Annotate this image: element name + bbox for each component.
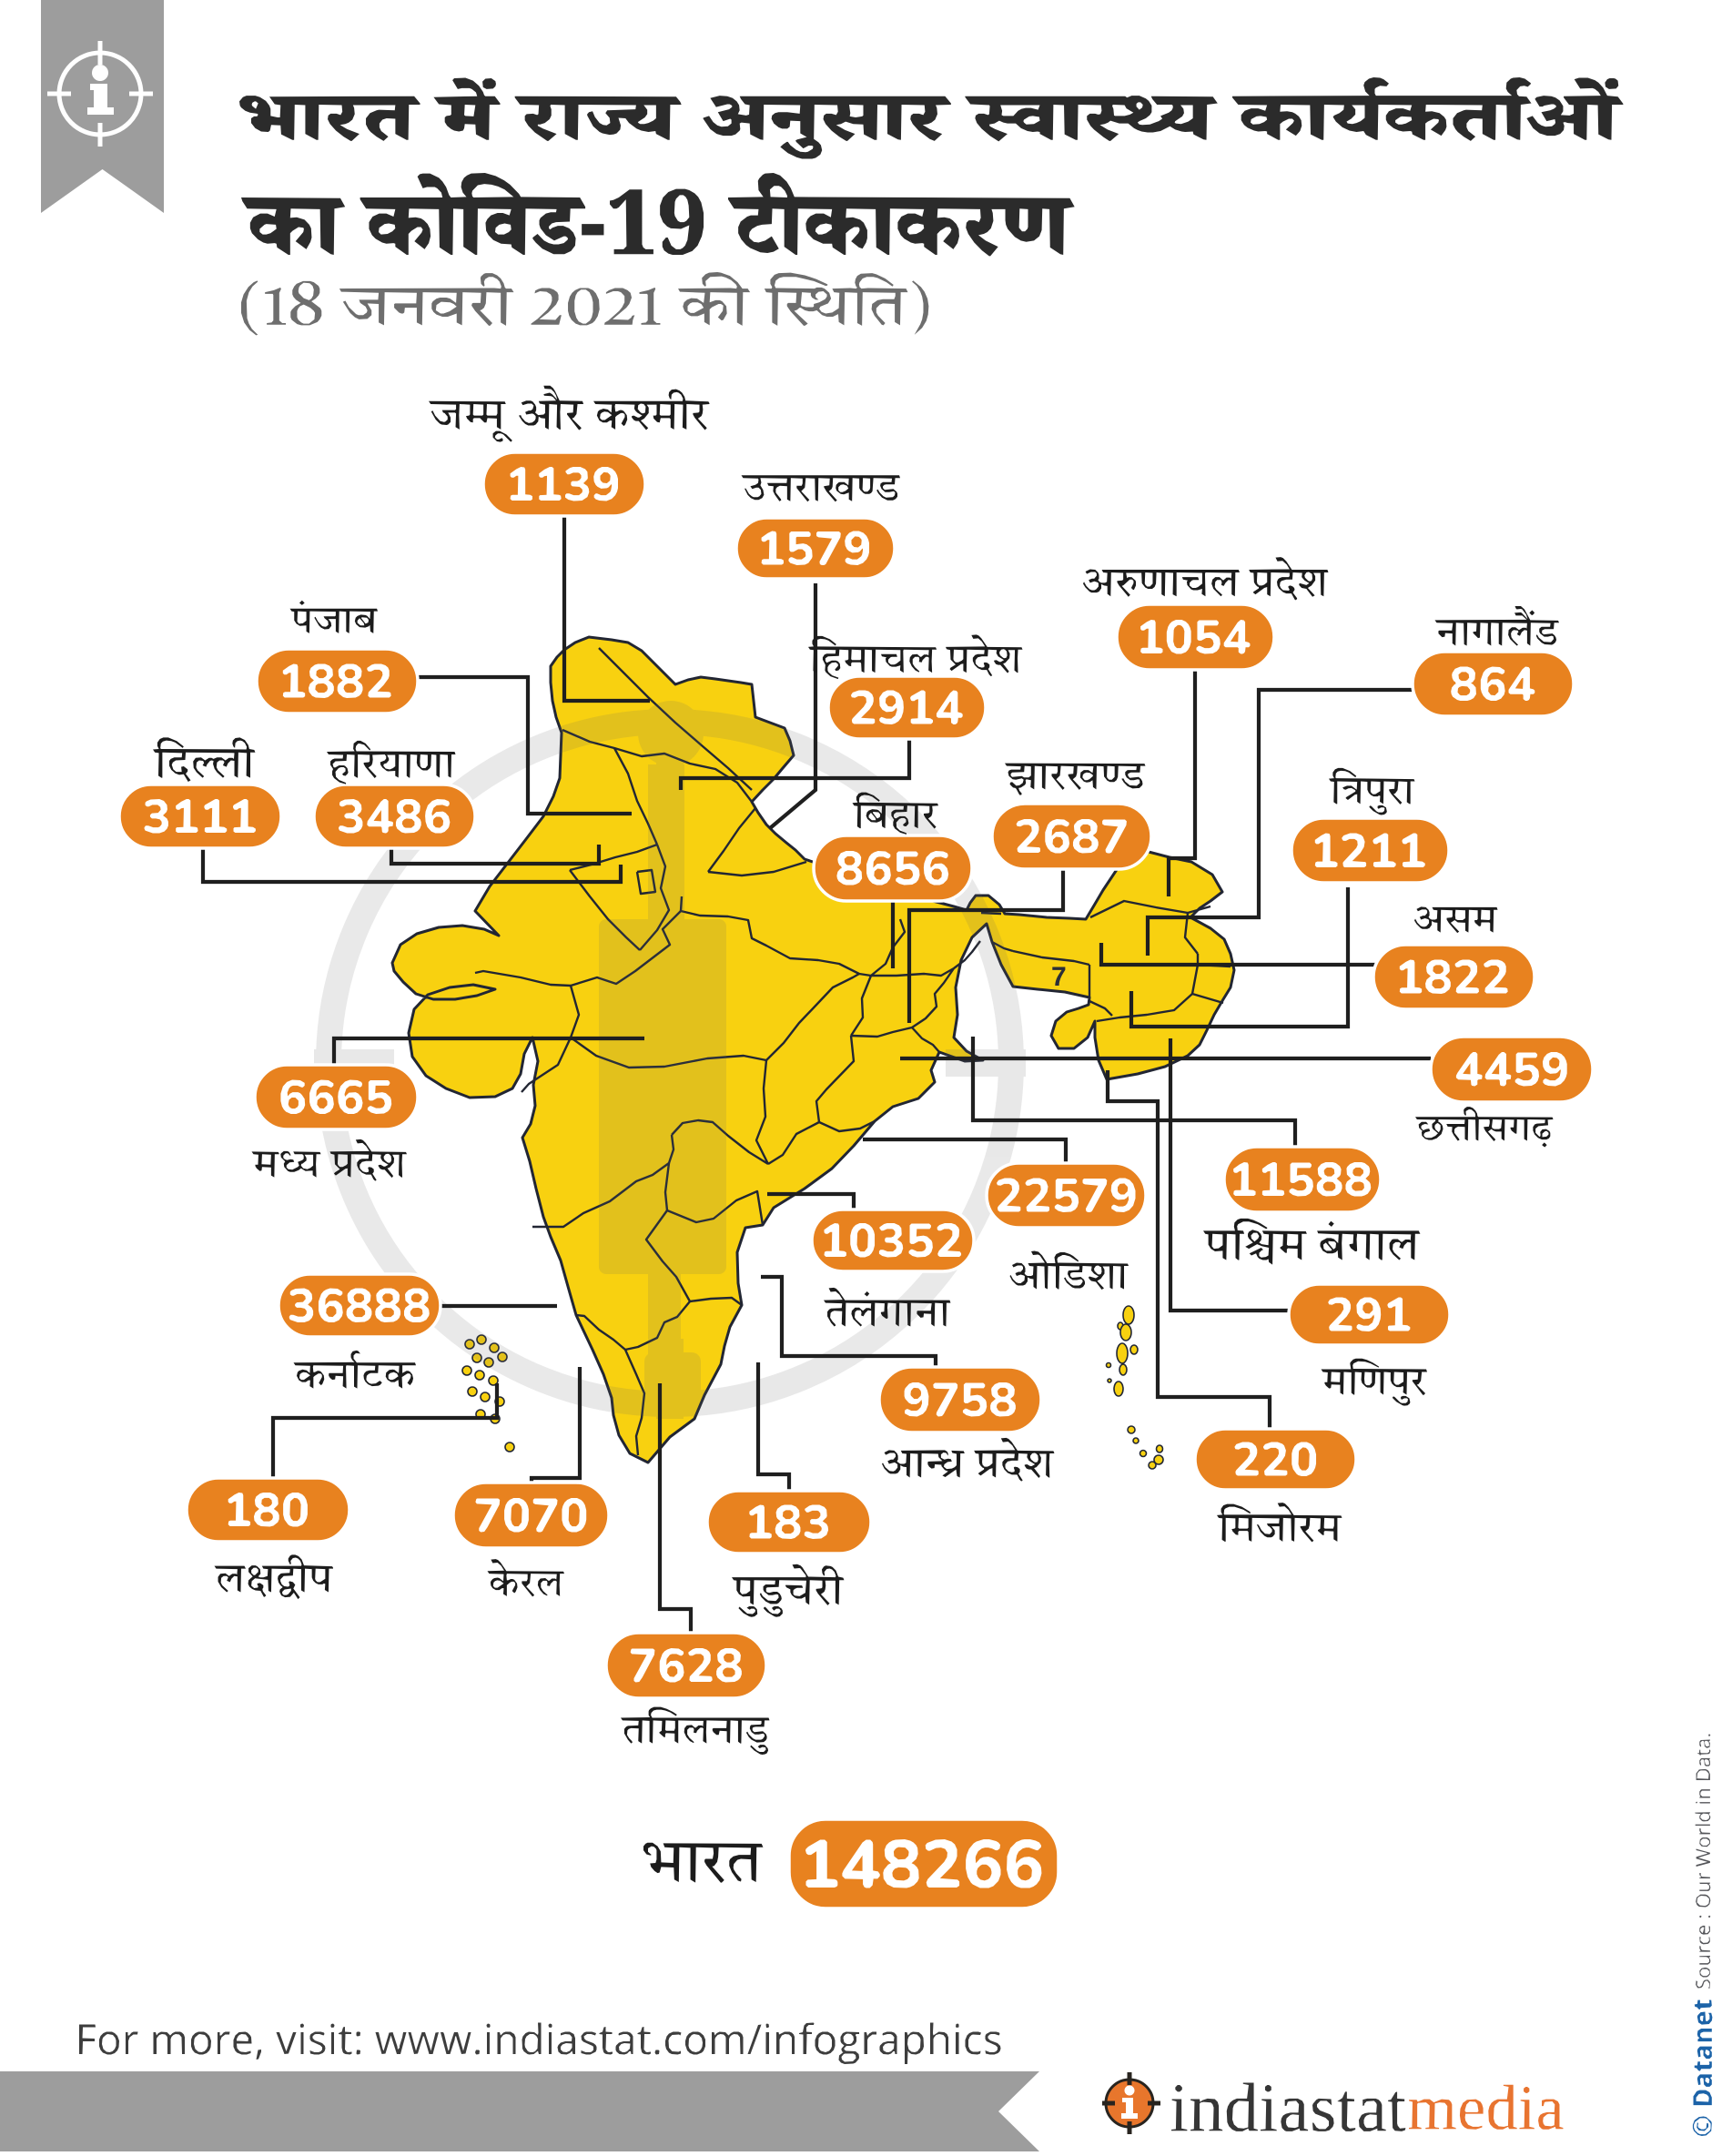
svg-text:7: 7 [1051,962,1067,992]
